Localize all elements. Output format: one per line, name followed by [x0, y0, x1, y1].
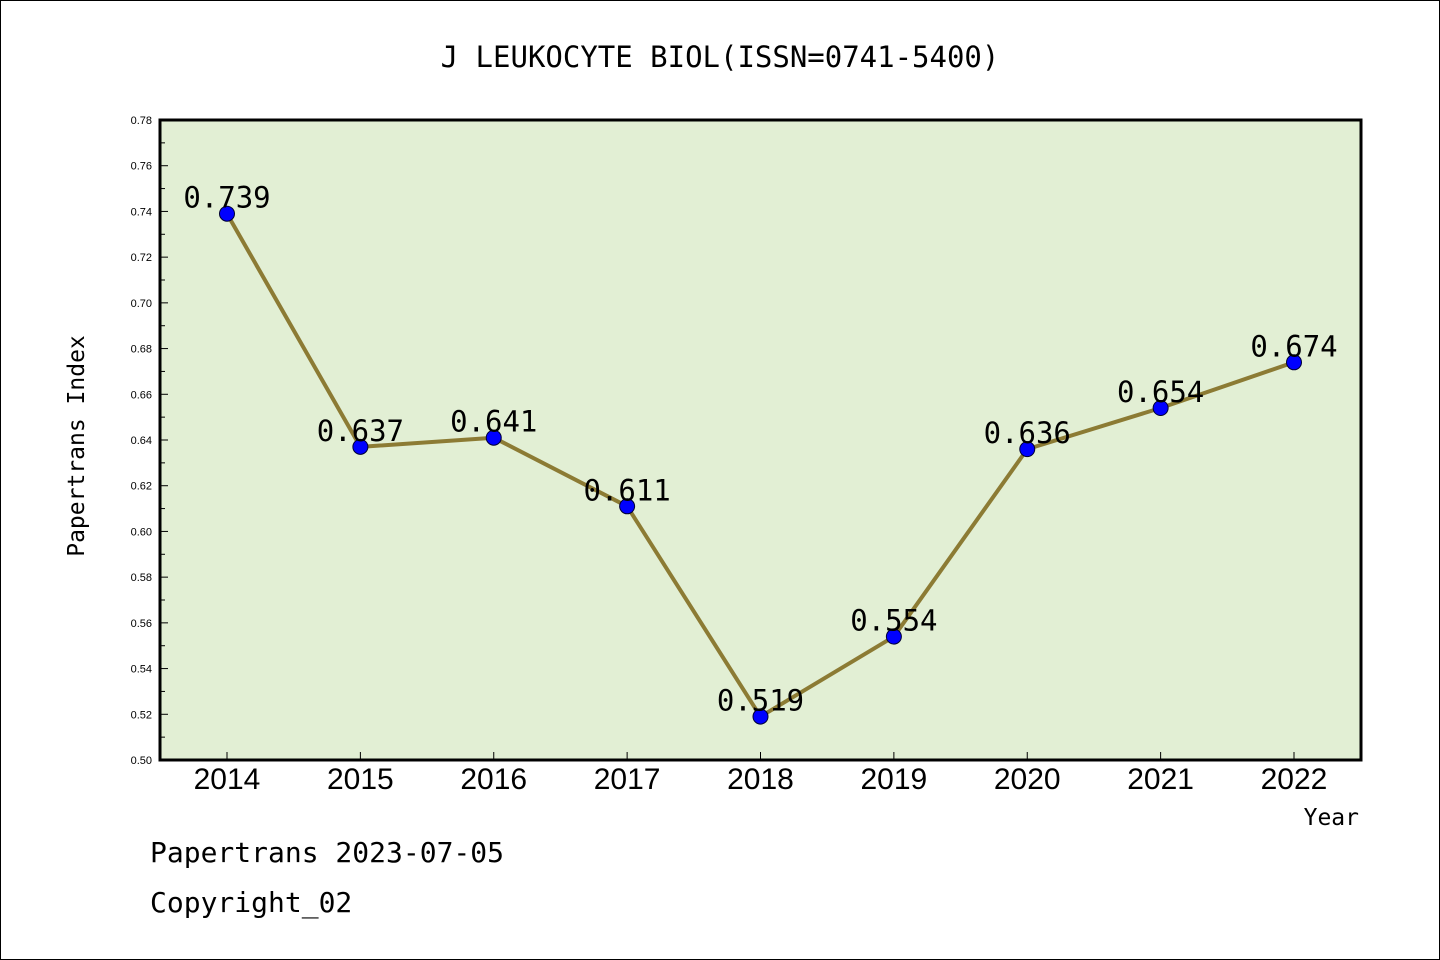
data-point [485, 429, 502, 446]
y-tick-label: 0.74 [131, 206, 152, 218]
chart-title: J LEUKOCYTE BIOL(ISSN=0741-5400) [441, 40, 1000, 74]
y-tick-label: 0.54 [131, 664, 152, 676]
marker-group [219, 205, 1302, 725]
y-tick-label: 0.78 [131, 115, 152, 127]
data-point [1019, 441, 1036, 458]
x-tick-label: 2021 [1127, 763, 1194, 796]
data-label-group: 0.739 0.637 0.641 0.611 0.519 0.554 0.636 0.654… [183, 181, 1337, 718]
data-label: 0.739 [183, 181, 270, 215]
data-point [1152, 400, 1169, 416]
data-label: 0.641 [450, 405, 537, 439]
y-tick-label: 0.72 [131, 252, 152, 264]
x-tick-label: 2022 [1261, 763, 1328, 796]
y-tick-label: 0.50 [131, 755, 152, 767]
y-tick-label: 0.52 [131, 709, 152, 721]
data-point [1286, 354, 1302, 371]
x-tick-label: 2015 [327, 763, 394, 796]
data-point [619, 498, 636, 515]
y-axis-tick-labels: 0.50 0.52 0.54 0.56 0.58 0.60 0.62 0.64 0.66 0.68… [131, 115, 152, 767]
data-point [752, 708, 769, 725]
x-axis-label: Year [1304, 805, 1359, 831]
data-label: 0.636 [984, 416, 1071, 450]
data-point [219, 205, 235, 222]
x-tick-label: 2020 [994, 763, 1061, 796]
data-point [352, 438, 369, 455]
x-axis-tick-labels: 2014 2015 2016 2017 2018 2019 2020 2021 2022 [194, 763, 1328, 796]
footer-copyright: Copyright_02 [150, 886, 353, 919]
y-axis-label: Papertrans Index [64, 335, 90, 557]
data-label: 0.611 [583, 473, 670, 507]
y-tick-label: 0.70 [131, 298, 152, 310]
y-tick-label: 0.56 [131, 618, 152, 630]
x-tick-label: 2019 [861, 763, 928, 796]
y-tick-label: 0.62 [131, 481, 152, 493]
footer-date: Papertrans 2023-07-05 [150, 836, 505, 869]
y-tick-label: 0.68 [131, 344, 152, 356]
data-label: 0.519 [717, 684, 804, 718]
y-axis-ticks [160, 119, 1295, 761]
data-point [885, 628, 902, 645]
x-tick-label: 2014 [194, 763, 261, 796]
x-tick-label: 2018 [727, 763, 794, 796]
y-tick-label: 0.64 [131, 435, 152, 447]
y-tick-label: 0.66 [131, 389, 152, 401]
x-tick-label: 2016 [460, 763, 527, 796]
data-label: 0.637 [317, 414, 404, 448]
x-tick-label: 2017 [594, 763, 661, 796]
data-label: 0.674 [1250, 329, 1337, 363]
y-tick-label: 0.60 [131, 526, 152, 538]
y-tick-label: 0.58 [131, 572, 152, 584]
data-label: 0.654 [1117, 375, 1204, 409]
y-tick-label: 0.76 [131, 161, 152, 173]
data-label: 0.554 [850, 604, 937, 638]
